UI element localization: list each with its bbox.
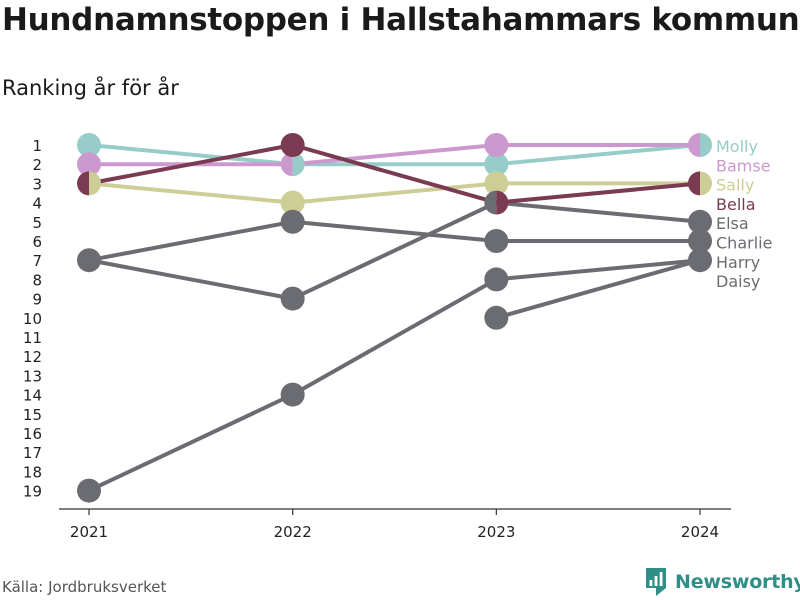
source-note: Källa: Jordbruksverket <box>2 578 167 596</box>
chart-subtitle: Ranking år för år <box>2 76 179 100</box>
y-tick-label: 4 <box>32 195 42 213</box>
series-label-daisy: Daisy <box>716 272 760 291</box>
series-label-harry: Harry <box>716 253 760 272</box>
marker-charlie <box>484 190 497 215</box>
marker-shared <box>77 171 101 196</box>
y-tick-label: 12 <box>23 348 42 366</box>
marker-bamse <box>280 152 293 177</box>
series-line-sally <box>88 181 700 205</box>
marker-charlie <box>77 248 89 273</box>
marker-shared <box>688 133 712 157</box>
y-tick-label: 8 <box>32 271 42 289</box>
y-tick-label: 16 <box>23 425 42 443</box>
marker-molly <box>77 133 101 157</box>
brand-name: Newsworthy <box>675 571 800 593</box>
marker-harry <box>77 478 101 503</box>
marker-elsa <box>688 229 712 253</box>
x-tick-label: 2021 <box>70 523 108 541</box>
marker-molly <box>484 152 509 177</box>
y-tick-label: 3 <box>32 175 42 193</box>
marker-daisy <box>484 305 509 330</box>
marker-shared <box>688 248 712 273</box>
marker-elsa <box>280 209 305 234</box>
marker-daisy <box>688 248 700 273</box>
marker-bamse <box>484 133 509 157</box>
series-label-bella: Bella <box>716 195 756 214</box>
brand-logo: Newsworthy <box>644 568 800 596</box>
marker-bamse <box>688 133 700 157</box>
series-line-bella <box>88 143 701 205</box>
marker-shared <box>688 171 712 196</box>
marker-bamse <box>77 152 101 177</box>
y-tick-label: 10 <box>23 310 42 328</box>
series-line-molly <box>88 143 701 167</box>
marker-charlie <box>688 209 712 234</box>
series-line-harry <box>88 258 701 493</box>
y-tick-label: 18 <box>23 463 42 481</box>
y-tick-label: 2 <box>32 156 42 174</box>
y-tick-label: 19 <box>23 483 42 501</box>
marker-sally <box>700 171 712 196</box>
x-tick-label: 2023 <box>477 523 515 541</box>
series-line-daisy <box>495 258 701 320</box>
marker-molly <box>700 133 712 157</box>
y-tick-label: 5 <box>32 214 42 232</box>
y-tick-label: 7 <box>32 252 42 270</box>
marker-charlie <box>280 286 305 311</box>
series-line-charlie <box>88 200 701 301</box>
marker-sally <box>280 190 305 215</box>
series-label-charlie: Charlie <box>716 234 772 253</box>
series-label-bamse: Bamse <box>716 156 771 175</box>
y-tick-label: 9 <box>32 291 42 309</box>
series-line-elsa <box>88 219 700 263</box>
marker-harry <box>484 267 509 292</box>
marker-bella <box>280 133 305 157</box>
marker-bella <box>496 190 509 215</box>
marker-sally <box>484 171 509 196</box>
y-tick-label: 17 <box>23 444 42 462</box>
y-tick-label: 14 <box>23 387 42 405</box>
chart-title: Hundnamnstoppen i Hallstahammars kommun <box>2 2 800 38</box>
y-tick-label: 13 <box>23 367 42 385</box>
series-label-elsa: Elsa <box>716 214 749 233</box>
x-tick-label: 2024 <box>681 523 719 541</box>
y-tick-label: 1 <box>32 137 42 155</box>
series-label-molly: Molly <box>716 137 758 156</box>
marker-bella <box>77 171 89 196</box>
marker-shared <box>280 152 305 177</box>
marker-harry <box>280 382 305 407</box>
series-label-sally: Sally <box>716 176 754 195</box>
marker-molly <box>292 152 305 177</box>
marker-sally <box>89 171 101 196</box>
x-tick-label: 2022 <box>274 523 312 541</box>
marker-shared <box>484 190 509 215</box>
y-tick-label: 6 <box>32 233 42 251</box>
marker-elsa <box>89 248 101 273</box>
marker-bella <box>688 171 700 196</box>
bar-chart-icon <box>646 568 666 596</box>
y-tick-label: 15 <box>23 406 42 424</box>
marker-elsa <box>484 229 509 253</box>
marker-harry <box>700 248 712 273</box>
y-tick-label: 11 <box>23 329 42 347</box>
marker-shared <box>77 248 101 273</box>
